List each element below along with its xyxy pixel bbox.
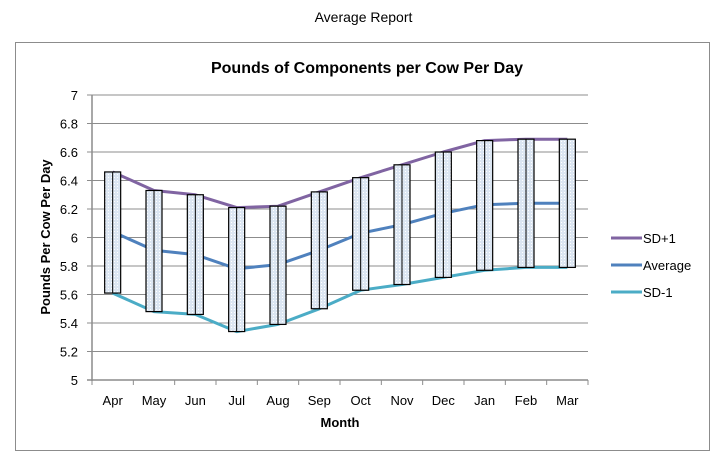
range-bar <box>228 206 246 333</box>
legend-item: SD+1 <box>611 231 676 246</box>
y-axis-title: Pounds Per Cow Per Day <box>38 159 53 315</box>
x-axis-ticks: Apr May Jun Jul Aug Sep Oct Nov Dec Jan Feb Mar <box>91 380 589 408</box>
y-tick-label: 5 <box>71 373 78 388</box>
legend-label: SD-1 <box>643 285 673 300</box>
range-bar <box>434 151 452 279</box>
legend-item: SD-1 <box>611 285 673 300</box>
y-tick-label: 6 <box>71 231 78 246</box>
legend-label: Average <box>643 258 691 273</box>
series-line-sd-1 <box>112 265 568 334</box>
x-tick-label: Jul <box>228 393 245 408</box>
x-tick-label: Jan <box>474 393 495 408</box>
x-tick-label: Sep <box>308 393 331 408</box>
legend-label: SD+1 <box>643 231 676 246</box>
range-bar <box>476 140 494 271</box>
y-axis-ticks: 5 5.2 5.4 5.6 5.8 6 6.2 6.4 6.6 6.8 7 <box>60 88 92 388</box>
x-tick-label: Aug <box>266 393 289 408</box>
range-bars <box>104 138 576 333</box>
range-bar <box>104 171 122 294</box>
y-tick-label: 5.6 <box>60 288 78 303</box>
range-bar <box>558 138 576 269</box>
range-bar <box>186 194 204 316</box>
y-tick-label: 5.8 <box>60 259 78 274</box>
y-tick-label: 5.2 <box>60 345 78 360</box>
x-tick-label: Mar <box>556 393 579 408</box>
x-tick-label: Oct <box>351 393 372 408</box>
x-tick-label: Nov <box>390 393 414 408</box>
series-lines <box>112 137 568 334</box>
legend: SD+1 Average SD-1 <box>611 231 691 300</box>
gridlines <box>92 94 588 352</box>
y-tick-label: 6.8 <box>60 117 78 132</box>
chart-title: Pounds of Components per Cow Per Day <box>211 60 523 77</box>
legend-item: Average <box>611 258 691 273</box>
report-title: Average Report <box>314 9 413 25</box>
range-bar <box>269 205 287 326</box>
y-tick-label: 6.2 <box>60 202 78 217</box>
y-tick-label: 6.4 <box>60 174 78 189</box>
y-tick-label: 6.6 <box>60 145 78 160</box>
axes <box>87 95 588 381</box>
y-tick-label: 7 <box>71 88 78 103</box>
x-tick-label: Jun <box>185 393 206 408</box>
series-line-sd-1 <box>112 137 568 210</box>
range-bar <box>145 189 163 313</box>
x-axis-title: Month <box>321 415 360 430</box>
x-tick-label: Dec <box>432 393 456 408</box>
range-bar <box>352 177 370 291</box>
x-tick-label: Apr <box>103 393 124 408</box>
range-bar <box>310 191 328 310</box>
x-tick-label: Feb <box>515 393 537 408</box>
x-tick-label: May <box>142 393 167 408</box>
series-line-average <box>112 201 568 271</box>
range-bar <box>393 164 411 286</box>
y-tick-label: 5.4 <box>60 316 78 331</box>
range-bar <box>517 138 535 269</box>
